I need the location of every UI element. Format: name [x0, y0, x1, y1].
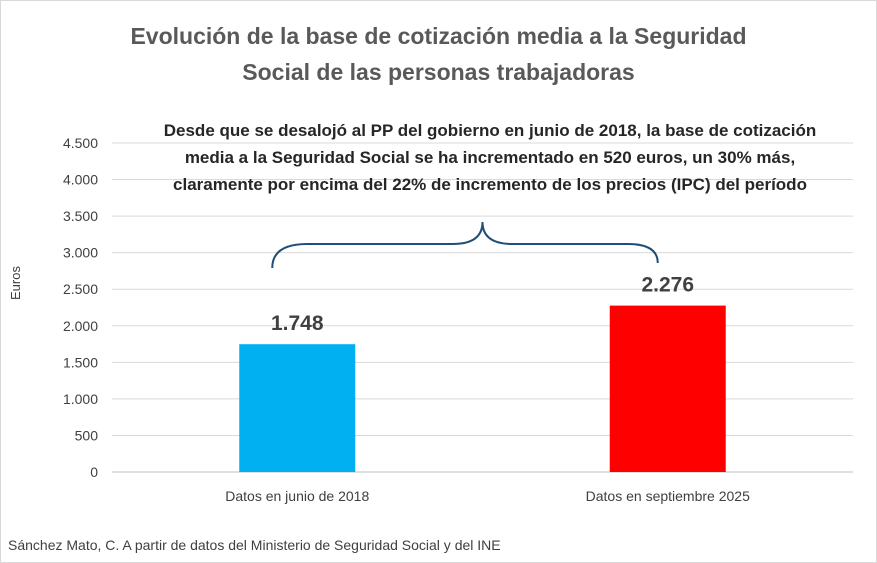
source-note: Sánchez Mato, C. A partir de datos del M… [8, 537, 501, 553]
chart-annotation: Desde que se desalojó al PP del gobierno… [163, 121, 817, 194]
y-tick-label: 1.500 [63, 354, 98, 370]
y-tick-label: 0 [90, 464, 98, 480]
y-tick-label: 3.500 [63, 208, 98, 224]
bar-value-label: 1.748 [271, 312, 324, 335]
x-tick-label: Datos en septiembre 2025 [586, 488, 750, 504]
chart-title-line-2: Social de las personas trabajadoras [242, 59, 635, 85]
chart-title-line-1: Evolución de la base de cotización media… [130, 23, 747, 49]
y-tick-label: 2.500 [63, 281, 98, 297]
y-tick-label: 4.000 [63, 172, 98, 188]
x-tick-label: Datos en junio de 2018 [225, 488, 369, 504]
chart-title: Evolución de la base de cotización media… [0, 18, 877, 90]
y-tick-label: 1.000 [63, 391, 98, 407]
y-tick-label: 4.500 [63, 135, 98, 151]
y-tick-label: 3.000 [63, 245, 98, 261]
bar [609, 305, 726, 472]
brace-icon [271, 221, 659, 269]
y-tick-label: 500 [75, 427, 99, 443]
y-axis-label: Euros [8, 266, 23, 300]
y-tick-label: 2.000 [63, 318, 98, 334]
bar [239, 344, 356, 472]
bar-value-label: 2.276 [641, 274, 694, 297]
